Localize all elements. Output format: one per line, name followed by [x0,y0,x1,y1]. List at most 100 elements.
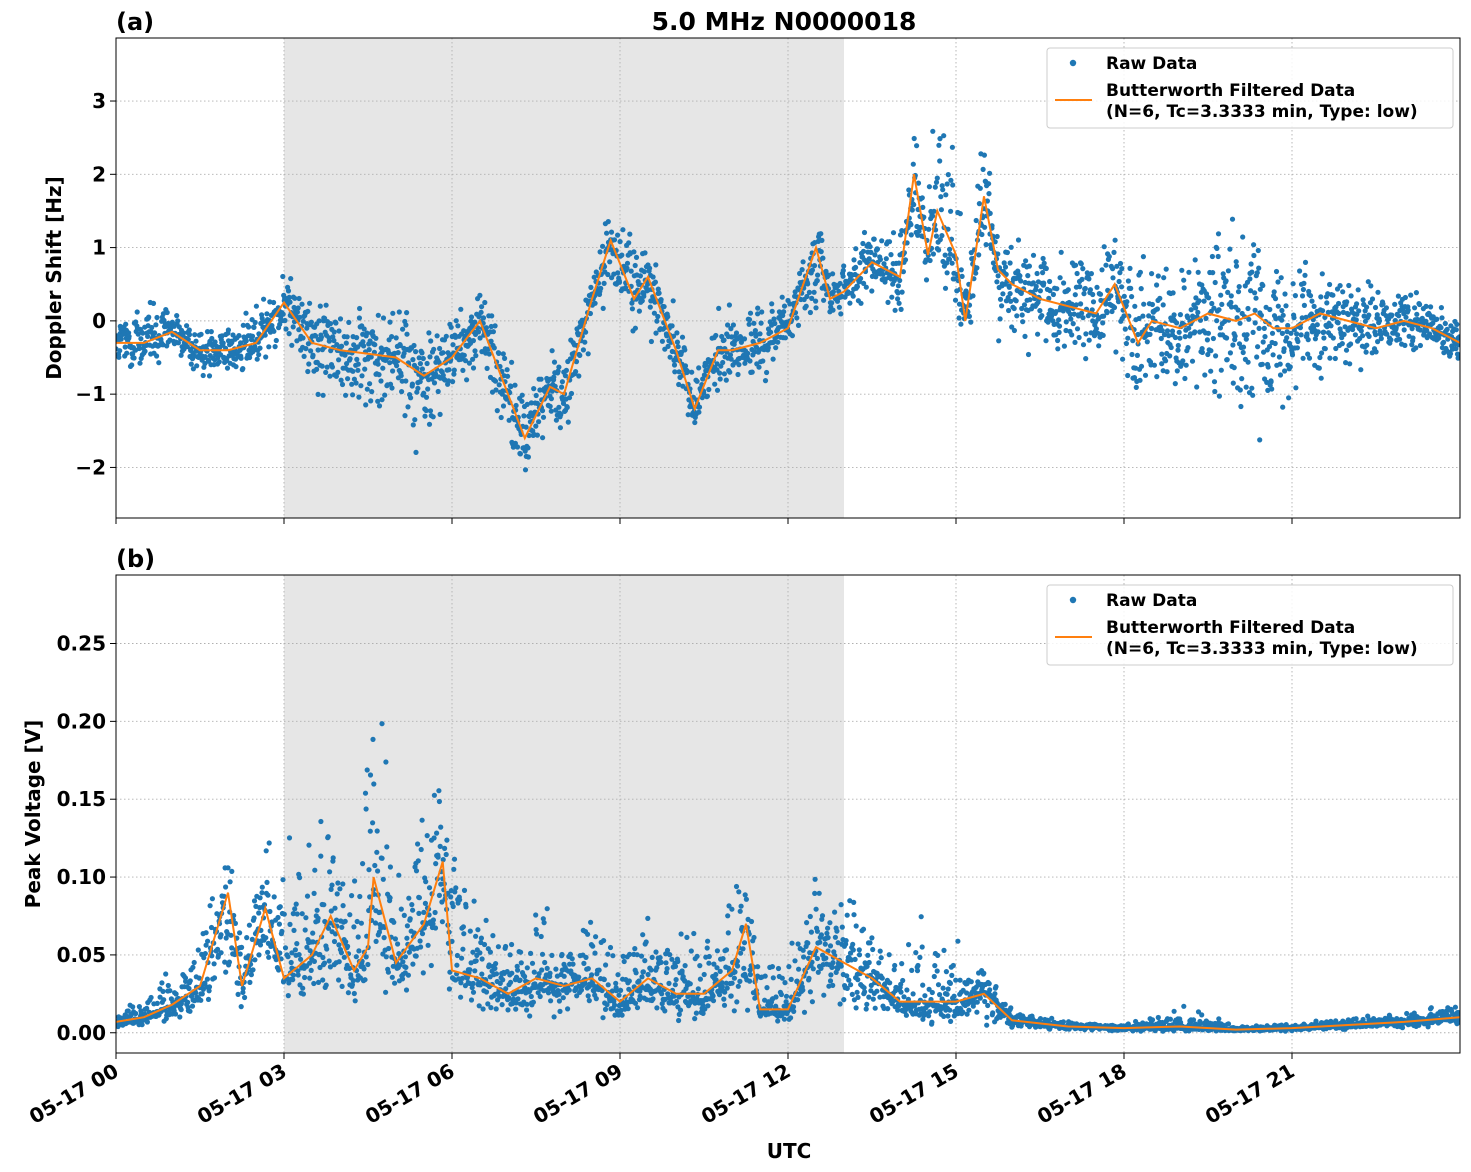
raw-data-point [288,276,294,282]
raw-data-point [556,991,562,997]
raw-data-point [1364,342,1370,348]
raw-data-point [997,296,1004,302]
raw-data-point [974,1009,980,1015]
raw-data-point [148,994,154,1001]
raw-data-point [559,379,566,385]
raw-data-point [1279,317,1285,323]
raw-data-point [477,982,483,988]
raw-data-point [422,413,428,419]
raw-data-point [682,963,688,969]
raw-data-point [563,367,570,373]
raw-data-point [1099,267,1105,273]
raw-data-point [987,987,993,993]
raw-data-point [664,947,671,954]
raw-data-point [615,270,621,276]
raw-data-point [931,208,937,214]
raw-data-point [273,957,279,963]
raw-data-point [303,915,309,921]
raw-data-point [419,366,425,372]
raw-data-point [326,338,332,344]
raw-data-point [1336,310,1342,316]
raw-data-point [493,1006,499,1012]
raw-data-point [463,904,469,910]
raw-data-point [299,301,305,307]
raw-data-point [425,942,431,948]
raw-data-point [881,261,887,267]
raw-data-point [1077,284,1083,290]
raw-data-point [1251,242,1257,248]
raw-data-point [283,326,289,332]
raw-data-point [1417,327,1423,333]
raw-data-point [222,959,228,965]
raw-data-point [823,268,829,274]
raw-data-point [995,251,1001,257]
raw-data-point [227,879,233,885]
raw-data-point [879,238,885,244]
raw-data-point [609,988,616,994]
raw-data-point [880,271,886,277]
raw-data-point [331,337,337,344]
raw-data-point [265,949,271,955]
raw-data-point [620,227,626,233]
raw-data-point [818,965,824,972]
raw-data-point [1380,301,1386,307]
raw-data-point [405,404,411,410]
raw-data-point [757,331,763,337]
raw-data-point [1140,313,1146,319]
raw-data-point [1083,356,1089,362]
raw-data-point [897,277,903,284]
raw-data-point [409,902,415,908]
raw-data-point [1056,323,1063,329]
raw-data-point [1106,253,1112,260]
raw-data-point [699,395,705,401]
raw-data-point [730,322,737,328]
raw-data-point [805,940,811,946]
raw-data-point [1161,275,1167,281]
raw-data-point [344,334,350,340]
raw-data-point [509,970,515,976]
raw-data-point [1228,304,1235,310]
raw-data-point [1347,361,1353,367]
raw-data-point [266,840,272,846]
raw-data-point [417,938,423,944]
raw-data-point [247,354,253,361]
raw-data-point [188,361,194,367]
raw-data-point [537,993,543,1000]
raw-data-point [836,304,843,310]
raw-data-point [355,934,361,940]
raw-data-point [556,364,562,370]
raw-data-point [1341,331,1347,337]
raw-data-point [1335,320,1341,326]
raw-data-point [1131,375,1138,381]
raw-data-point [304,944,310,950]
raw-data-point [818,249,824,255]
raw-data-point [881,1005,887,1012]
raw-data-point [539,967,545,973]
raw-data-point [387,319,393,325]
raw-data-point [910,991,916,997]
raw-data-point [549,952,555,959]
raw-data-point [1108,293,1114,299]
raw-data-point [216,359,222,365]
raw-data-point [1275,303,1281,309]
raw-data-point [299,911,305,917]
raw-data-point [389,385,395,391]
raw-data-point [242,994,248,1001]
raw-data-point [1065,287,1071,293]
raw-data-point [713,332,719,339]
y-tick-label: 2 [92,162,106,186]
raw-data-point [1025,273,1031,279]
raw-data-point [362,977,368,983]
raw-data-point [1154,282,1160,288]
raw-data-point [122,344,128,350]
raw-data-point [131,355,137,361]
raw-data-point [725,930,731,936]
raw-data-point [585,966,591,972]
raw-data-point [1254,354,1260,360]
raw-data-point [1142,372,1149,378]
raw-data-point [374,828,380,834]
raw-data-point [493,387,499,393]
raw-data-point [772,320,778,327]
raw-data-point [830,271,836,277]
raw-data-point [392,936,398,942]
